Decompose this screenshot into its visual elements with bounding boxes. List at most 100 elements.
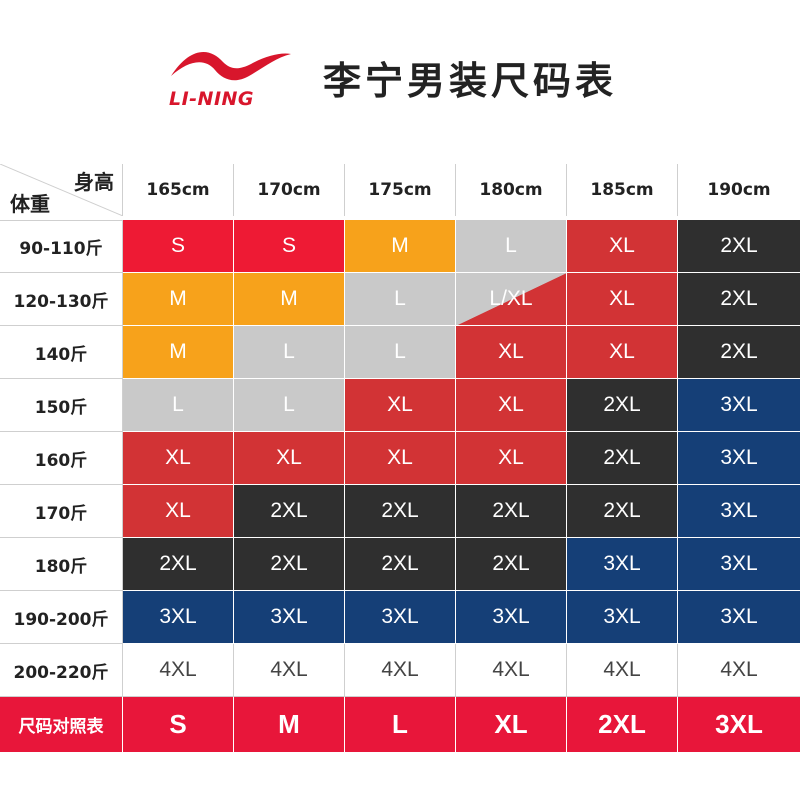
size-cell-text: 3XL [270,605,308,628]
size-cell-text: 3XL [381,605,419,628]
size-cell: 4XL [234,644,345,697]
size-cell: 4XL [456,644,567,697]
weight-label: 90-110斤 [0,220,123,273]
size-cell: 4XL [345,644,456,697]
size-cell-text: 2XL [381,552,419,575]
size-cell: L [234,379,345,432]
height-header: 190cm [707,180,771,200]
header: LI-NING 李宁男装尺码表 [0,0,800,160]
size-cell: M [234,273,345,326]
size-cell: 2XL [456,485,567,538]
weight-label: 200-220斤 [0,644,123,697]
table-row: 160斤 XL XL XL XL 2XL 3XL [0,432,800,485]
size-cell-text: L [394,340,406,363]
size-cell: 2XL [678,220,800,273]
size-cell-text: 4XL [492,658,530,681]
size-cell-text: 2XL [720,287,758,310]
size-cell-text: 3XL [603,552,641,575]
legend-size: L [345,697,456,752]
size-cell-text: 2XL [603,446,641,469]
size-cell-text: XL [276,446,302,469]
size-cell: 3XL [678,379,800,432]
size-cell: 3XL [567,591,678,644]
table-row: 180斤 2XL 2XL 2XL 2XL 3XL 3XL [0,538,800,591]
size-cell-text: 3XL [720,605,758,628]
size-legend-bar: 尺码对照表 S M L XL 2XL 3XL [0,697,800,752]
size-cell-text: 2XL [603,393,641,416]
size-cell-text: 2XL [159,552,197,575]
size-cell-text: L [283,340,295,363]
size-cell-text: M [280,287,298,310]
size-cell-text: L [394,287,406,310]
table-corner-header: 身高 体重 [0,164,123,216]
size-cell-text: XL [609,234,635,257]
brand-logo: LI-NING [165,40,295,112]
li-ning-swoosh-logo-icon [171,51,291,81]
legend-size: 3XL [715,709,763,739]
height-header: 185cm [567,164,678,216]
size-cell: 2XL [567,485,678,538]
table-row: 90-110斤 S S M L XL 2XL [0,220,800,273]
weight-label: 170斤 [0,485,123,538]
size-cell: 2XL [123,538,234,591]
weight-label: 180斤 [0,538,123,591]
split-size-fill [456,273,566,325]
table-row: 200-220斤 4XL 4XL 4XL 4XL 4XL 4XL [0,644,800,697]
size-cell: XL [234,432,345,485]
size-cell: 2XL [567,379,678,432]
height-header: 165cm [123,164,234,216]
weight-label: 140斤 [0,326,123,379]
height-header: 170cm [234,164,345,216]
size-cell: 3XL [123,591,234,644]
size-cell-text: XL [609,287,635,310]
size-cell: 3XL [678,538,800,591]
size-cell: 3XL [567,538,678,591]
size-cell: XL [456,379,567,432]
size-cell-text: 4XL [720,658,758,681]
size-cell: L/XL [456,273,567,326]
size-cell-text: 4XL [159,658,197,681]
size-chart-table: 身高 体重 165cm 170cm 175cm 180cm 185cm 190cm 90-… [0,164,800,752]
size-cell: XL [345,432,456,485]
size-cell-text: 4XL [603,658,641,681]
weight-axis-label: 体重 [10,192,50,216]
size-cell-text: XL [165,499,191,522]
weight-label: 160斤 [0,432,123,485]
size-cell-text: 3XL [492,605,530,628]
size-cell: S [234,220,345,273]
corner-diagonal-divider [0,164,123,216]
size-cell: 2XL [456,538,567,591]
table-row: 170斤 XL 2XL 2XL 2XL 2XL 3XL [0,485,800,538]
size-cell: 3XL [678,591,800,644]
size-cell-text: 3XL [159,605,197,628]
size-cell-text: 2XL [492,499,530,522]
size-cell-text: L [283,393,295,416]
size-cell-text: S [170,234,185,257]
weight-label: 190-200斤 [0,591,123,644]
size-cell: M [345,220,456,273]
size-cell: M [123,273,234,326]
size-cell-text: 2XL [270,499,308,522]
size-cell: S [123,220,234,273]
size-cell-text: 2XL [603,499,641,522]
size-cell-text: 3XL [720,393,758,416]
size-cell-text: M [169,340,187,363]
size-cell-text: 2XL [720,340,758,363]
size-cell-text: L/XL [489,287,533,310]
table-row: 190-200斤 3XL 3XL 3XL 3XL 3XL 3XL [0,591,800,644]
size-cell: L [456,220,567,273]
size-cell: XL [456,326,567,379]
size-cell: XL [567,273,678,326]
height-header: 175cm [345,164,456,216]
size-cell: 2XL [678,326,800,379]
height-axis-label: 身高 [74,170,114,194]
size-cell: 3XL [234,591,345,644]
legend-size: M [234,697,345,752]
brand-wordmark: LI-NING [169,88,255,110]
size-chart-rows: 90-110斤 S S M L XL 2XL 120-130斤 M M L L/XL XL 2XL 140斤… [0,220,800,697]
size-cell-text: 4XL [381,658,419,681]
height-header: 180cm [456,164,567,216]
size-cell: XL [345,379,456,432]
size-cell: 3XL [678,485,800,538]
size-cell: XL [567,220,678,273]
